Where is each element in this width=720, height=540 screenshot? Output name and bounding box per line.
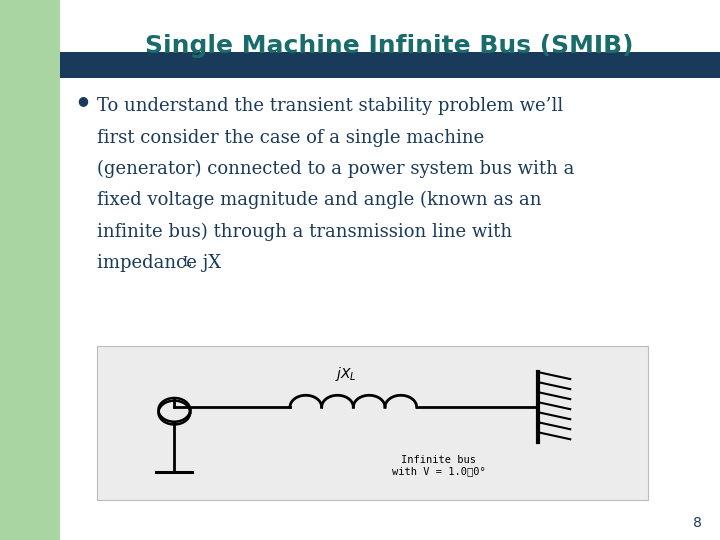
Bar <box>0 0 60 540</box>
Bar <box>60 52 720 78</box>
Text: fixed voltage magnitude and angle (known as an: fixed voltage magnitude and angle (known… <box>97 191 541 210</box>
Text: L: L <box>182 255 190 269</box>
Text: (generator) connected to a power system bus with a: (generator) connected to a power system … <box>97 160 575 178</box>
Text: ●: ● <box>77 94 89 107</box>
Text: infinite bus) through a transmission line with: infinite bus) through a transmission lin… <box>97 222 513 241</box>
Bar <box>97 346 648 500</box>
Text: 8: 8 <box>693 516 702 530</box>
Text: Infinite bus
with V = 1.0℠0°: Infinite bus with V = 1.0℠0° <box>392 455 485 476</box>
Text: impedance jX: impedance jX <box>97 254 221 272</box>
Text: first consider the case of a single machine: first consider the case of a single mach… <box>97 129 485 146</box>
Text: Single Machine Infinite Bus (SMIB): Single Machine Infinite Bus (SMIB) <box>145 34 633 58</box>
Text: To understand the transient stability problem we’ll: To understand the transient stability pr… <box>97 97 564 115</box>
Text: $jX_L$: $jX_L$ <box>336 365 357 383</box>
